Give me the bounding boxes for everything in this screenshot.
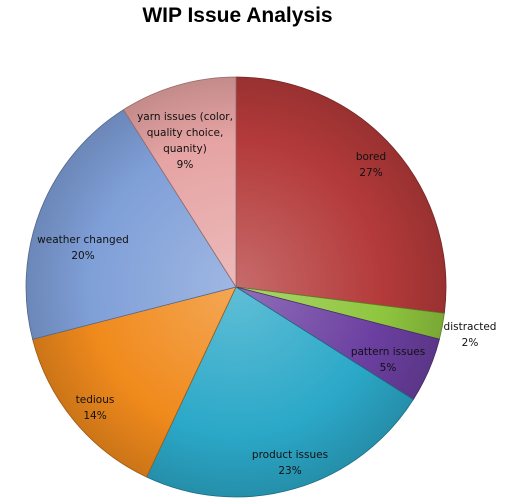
pie-labels: bored 27% distracted 2% pattern issues 5% prod… xyxy=(37,111,496,477)
slice-name: product issues xyxy=(252,449,328,461)
slice-label-4: tedious 14% xyxy=(76,394,115,422)
pie-slices xyxy=(25,76,447,498)
slice-percent: 2% xyxy=(462,337,479,349)
pie-slice-5 xyxy=(25,109,237,340)
slice-label-3: product issues 23% xyxy=(252,449,328,477)
chart-title: WIP Issue Analysis xyxy=(142,4,333,27)
slice-name: quanity) xyxy=(163,143,207,155)
slice-percent: 23% xyxy=(278,465,301,477)
pie-slice-6 xyxy=(122,76,237,289)
slice-label-1: distracted 2% xyxy=(444,321,497,349)
slice-percent: 5% xyxy=(380,362,397,374)
slice-name: yarn issues (color, xyxy=(137,111,233,123)
slice-percent: 20% xyxy=(71,250,94,262)
slice-percent: 27% xyxy=(359,167,382,179)
slice-name: pattern issues xyxy=(351,346,425,358)
pie-slice-0 xyxy=(235,76,447,314)
slice-name: quality choice, xyxy=(147,127,224,139)
slice-name: bored xyxy=(356,151,386,163)
slice-label-5: weather changed 20% xyxy=(37,234,129,262)
pie-slice-4 xyxy=(32,286,237,478)
slice-percent: 14% xyxy=(83,410,106,422)
slice-percent: 9% xyxy=(177,159,194,171)
slice-name: distracted xyxy=(444,321,497,333)
slice-label-2: pattern issues 5% xyxy=(351,346,425,374)
slice-label-0: bored 27% xyxy=(356,151,386,179)
slice-name: tedious xyxy=(76,394,115,406)
slice-name: weather changed xyxy=(37,234,129,246)
slice-label-6: yarn issues (color, quality choice, quanit… xyxy=(137,111,233,171)
pie-slice-3 xyxy=(146,286,414,498)
